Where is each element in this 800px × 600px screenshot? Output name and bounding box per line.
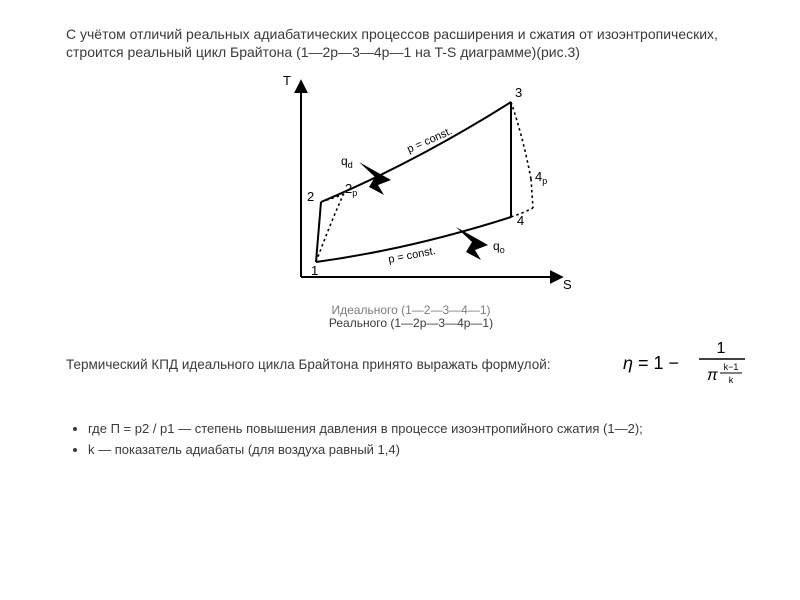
label-3: 3 — [515, 85, 522, 100]
svg-text:1: 1 — [717, 340, 726, 357]
bullet-item: k — показатель адиабаты (для воздуха рав… — [88, 442, 756, 458]
curve-3-4p — [511, 102, 531, 179]
bullet-item: где П = p2 / p1 — степень повышения давл… — [88, 421, 756, 437]
arrow-qo: qo — [456, 227, 505, 260]
caption-real: Реального (1—2р—3—4р—1) — [66, 316, 756, 331]
label-2p: 2p — [345, 181, 357, 198]
label-2: 2 — [307, 189, 314, 204]
label-4p: 4p — [535, 169, 547, 186]
ts-diagram-svg: T S 1 — [241, 67, 581, 307]
x-axis-label: S — [563, 277, 572, 292]
formula-lead-text: Термический КПД идеального цикла Брайтон… — [66, 357, 621, 374]
formula-row: Термический КПД идеального цикла Брайтон… — [66, 335, 756, 395]
page: С учётом отличий реальных адиабатических… — [0, 0, 800, 600]
line-4p-drop — [531, 179, 533, 208]
line-1-2 — [316, 202, 321, 262]
svg-text:π: π — [707, 367, 718, 384]
label-4: 4 — [517, 213, 524, 228]
intro-paragraph: С учётом отличий реальных адиабатических… — [66, 26, 756, 61]
svg-text:k−1: k−1 — [724, 362, 739, 372]
diagram-container: T S 1 — [66, 67, 756, 331]
svg-text:= 1 −: = 1 − — [638, 353, 679, 373]
svg-text:k: k — [729, 375, 734, 385]
svg-text:η: η — [623, 353, 633, 373]
efficiency-formula: η = 1 − 1 π k−1 k — [621, 335, 756, 395]
svg-text:qo: qo — [493, 239, 505, 255]
y-axis-label: T — [283, 73, 291, 88]
bullet-list: где П = p2 / p1 — степень повышения давл… — [66, 421, 756, 458]
ts-diagram: T S 1 — [241, 67, 581, 307]
svg-text:qd: qd — [341, 154, 353, 170]
label-1: 1 — [311, 263, 318, 278]
